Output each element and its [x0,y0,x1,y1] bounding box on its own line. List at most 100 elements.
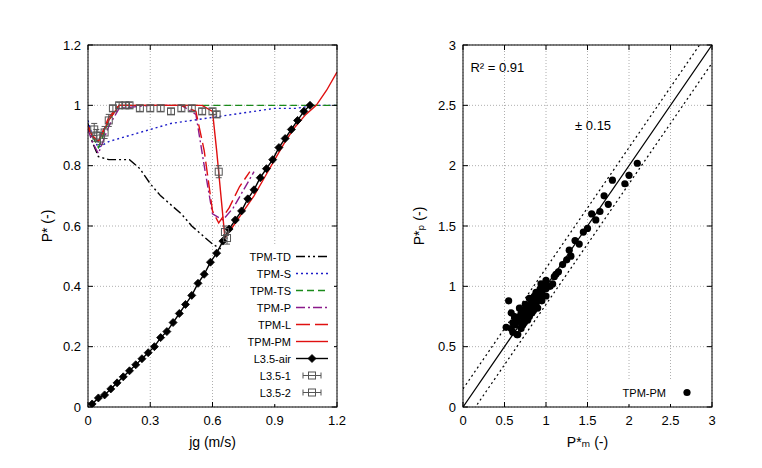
tick-label: 2.5 [438,98,456,113]
tick-label: 0 [449,400,456,415]
legend-label: TPM-P [257,302,291,314]
data-point [509,319,516,326]
tick-mark [463,402,464,407]
plot-frame [463,45,712,407]
data-point [157,105,164,112]
tick-mark [670,45,671,50]
legend-swatch [296,273,328,274]
data-point [567,253,574,260]
data-point [306,101,314,109]
tick-mark [150,402,151,407]
data-point [516,304,523,311]
error-bar [110,105,116,111]
tick-mark [463,165,468,166]
grid-line [546,45,547,407]
data-point [534,304,541,311]
data-point [126,367,134,375]
error-bar [158,105,164,111]
error-bar [122,102,128,108]
plot-area [463,45,712,407]
data-point [549,280,556,287]
data-point [200,270,208,278]
error-bar [102,126,108,138]
tick-label: 0.2 [63,339,81,354]
error-bar [216,166,222,178]
data-point [537,280,544,287]
grid-line [463,165,712,166]
data-point [294,116,302,124]
tick-label: 0.9 [266,413,284,428]
legend-swatch [303,373,321,379]
data-point [542,292,549,299]
data-point [592,216,599,223]
error-bar [127,102,133,108]
series-line [92,105,310,404]
legend-swatch [308,355,316,363]
data-point [206,258,214,266]
series-line [88,105,337,147]
error-bar [214,111,220,117]
tick-mark [332,105,337,106]
data-point [109,105,116,112]
data-point [122,102,129,109]
error-bar [93,129,99,141]
error-bar [147,105,153,111]
grid-line [463,346,712,347]
data-point [621,180,628,187]
tick-mark [463,45,468,46]
reference-line [463,45,712,407]
data-point [588,210,595,217]
tick-mark [546,45,547,50]
legend-label: L3.5-air [254,353,292,365]
data-point [132,361,140,369]
series-line [88,72,337,238]
tick-mark [504,402,505,407]
data-point [224,235,231,242]
data-point [238,207,246,215]
tick-mark [707,407,712,408]
tick-mark [712,45,713,50]
y-axis-label: P* (-) [39,210,55,243]
tick-mark [332,407,337,408]
tick-label: 1.5 [578,413,596,428]
grid-line [212,45,213,407]
tick-mark [274,45,275,50]
data-point [107,385,115,393]
tick-mark [463,407,468,408]
tick-label: 0 [74,400,81,415]
error-bar [178,105,184,111]
data-point [514,331,521,338]
error-bar [189,105,195,111]
tick-mark [707,286,712,287]
data-point [105,117,112,124]
tick-mark [463,286,468,287]
tick-label: 1.2 [328,413,346,428]
legend-swatch [296,341,328,342]
reference-line [463,63,712,407]
data-point [269,156,277,164]
data-point [609,177,616,184]
tick-mark [332,226,337,227]
plot-frame [88,45,337,407]
legend-swatch [303,390,321,396]
tick-label: 1 [74,98,81,113]
tick-label: 1.5 [438,219,456,234]
data-point [163,328,171,336]
legend-label: TPM-TD [249,251,291,263]
tick-label: 3 [449,38,456,53]
tick-mark [212,402,213,407]
data-point [169,319,177,327]
tick-mark [88,45,89,50]
data-point [147,105,154,112]
tick-mark [707,105,712,106]
tick-mark [332,165,337,166]
legend-label: TPM-PM [248,336,291,348]
legend-label: L3.5-1 [260,370,291,382]
tick-label: 2 [625,413,632,428]
data-point [126,102,133,109]
tick-mark [150,45,151,50]
tick-label: 0.6 [63,219,81,234]
data-point [144,349,152,357]
tick-label: 0.5 [495,413,513,428]
data-point [88,400,96,407]
